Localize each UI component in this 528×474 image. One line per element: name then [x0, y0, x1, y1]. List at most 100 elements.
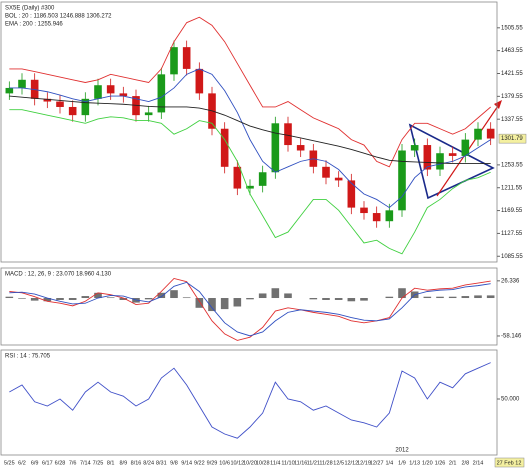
histogram-bar: [284, 293, 292, 299]
candle-body: [296, 145, 305, 151]
x-tick-label: 12/5: [333, 460, 344, 466]
histogram-bar: [360, 298, 368, 301]
x-tick-label: 8/31: [156, 460, 167, 466]
histogram-bar: [170, 290, 178, 299]
x-tick-label: 12/27: [370, 460, 384, 466]
histogram-bar: [486, 295, 495, 299]
x-tick-label: 11/4: [270, 460, 280, 466]
histogram-bar: [309, 298, 318, 300]
x-tick-label: 10/12: [230, 460, 244, 466]
candle-body: [385, 210, 394, 222]
x-tick-label: 11/16: [294, 460, 307, 466]
candle-body: [43, 98, 52, 102]
candle-body: [94, 85, 102, 99]
x-tick-label: 1/26: [435, 460, 446, 466]
x-tick-label: 8/9: [120, 460, 128, 466]
histogram-bar: [334, 298, 343, 300]
legend-text: SX5E (Daily) #300: [5, 6, 55, 12]
candle-body: [246, 185, 254, 189]
last-value: 1301.79: [501, 136, 523, 142]
y-tick-label: 50.000: [501, 397, 520, 403]
histogram-bar: [81, 296, 90, 299]
candle-body: [220, 128, 229, 167]
y-tick-label: 1379.55: [501, 94, 523, 100]
histogram-bar: [94, 292, 102, 299]
candle-body: [195, 68, 204, 94]
x-tick-label: 1/9: [398, 460, 406, 466]
x-tick-label: 11/21: [307, 460, 320, 466]
series-line: [9, 281, 491, 337]
candle-body: [347, 180, 356, 208]
x-tick-label: 2/1: [449, 460, 457, 466]
candle-body: [322, 166, 330, 178]
legend-text: BOL : 20 : 1186.503 1246.888 1306.272: [5, 14, 112, 20]
y-tick-label: 1211.55: [501, 185, 523, 191]
x-tick-label: 9/22: [194, 460, 205, 466]
legend-text: EMA : 200 : 1255.946: [5, 22, 63, 28]
x-tick-label: 1/4: [386, 460, 394, 466]
candle-body: [271, 123, 280, 173]
candle-body: [144, 112, 153, 116]
candle-body: [5, 87, 14, 94]
histogram-bar: [436, 296, 444, 299]
x-tick-label: 12/19: [357, 460, 371, 466]
x-tick-label: 9/8: [170, 460, 178, 466]
histogram-bar: [119, 298, 128, 300]
candle-body: [334, 177, 343, 181]
y-tick-label: 1337.55: [501, 117, 523, 123]
x-tick-label: 10/6: [219, 460, 230, 466]
y-tick-label: 1253.55: [501, 162, 523, 168]
x-tick-label: 7/14: [80, 460, 91, 466]
x-tick-label: 11/28: [319, 460, 332, 466]
legend-text: RSI : 14 : 75.705: [5, 354, 51, 360]
x-tick-label: 8/24: [143, 460, 154, 466]
x-tick-label: 7/25: [93, 460, 104, 466]
candle-body: [423, 145, 432, 170]
candle-body: [68, 106, 77, 116]
current-date-box: [494, 457, 525, 468]
histogram-bar: [423, 296, 432, 299]
x-tick-label: 10/20: [243, 460, 257, 466]
x-tick-label: 1/20: [422, 460, 433, 466]
x-tick-label: 6/9: [31, 460, 39, 466]
y-tick-label: -58.146: [501, 334, 522, 340]
y-tick-label: 26.336: [501, 278, 520, 284]
histogram-bar: [271, 288, 280, 299]
candle-body: [436, 153, 444, 170]
x-tick-label: 1/13: [409, 460, 420, 466]
candle-body: [398, 150, 406, 211]
x-tick-label: 5/25: [4, 460, 15, 466]
candle-body: [170, 47, 178, 75]
candle-body: [461, 139, 470, 156]
histogram-bar: [398, 288, 406, 299]
last-value-box: [498, 133, 527, 144]
series-line: [9, 68, 491, 209]
histogram-bar: [43, 298, 52, 302]
x-tick-label: 6/2: [18, 460, 26, 466]
histogram-bar: [68, 298, 77, 300]
candle-body: [182, 47, 191, 69]
series-line: [9, 16, 491, 168]
histogram-bar: [347, 298, 356, 302]
panel-frame: [0, 1, 498, 263]
panel-frame: [0, 267, 498, 346]
y-tick-label: 1085.55: [501, 254, 523, 260]
histogram-bar: [157, 292, 166, 299]
annotation: 2012: [395, 448, 409, 454]
candle-body: [56, 101, 64, 107]
candle-body: [157, 74, 166, 113]
arrow-head: [494, 100, 502, 109]
candle-body: [81, 98, 90, 116]
histogram-bar: [195, 298, 204, 308]
histogram-bar: [18, 298, 26, 299]
histogram-bar: [5, 296, 14, 299]
panel-frame: [0, 349, 498, 456]
candle-body: [119, 93, 128, 97]
y-tick-label: 1421.55: [501, 71, 523, 77]
candle-body: [474, 128, 482, 140]
legend-text: MACD : 12, 26, 9 : 23.070 18.960 4.130: [5, 272, 112, 278]
x-tick-label: 8/16: [131, 460, 142, 466]
candle-body: [410, 145, 419, 151]
